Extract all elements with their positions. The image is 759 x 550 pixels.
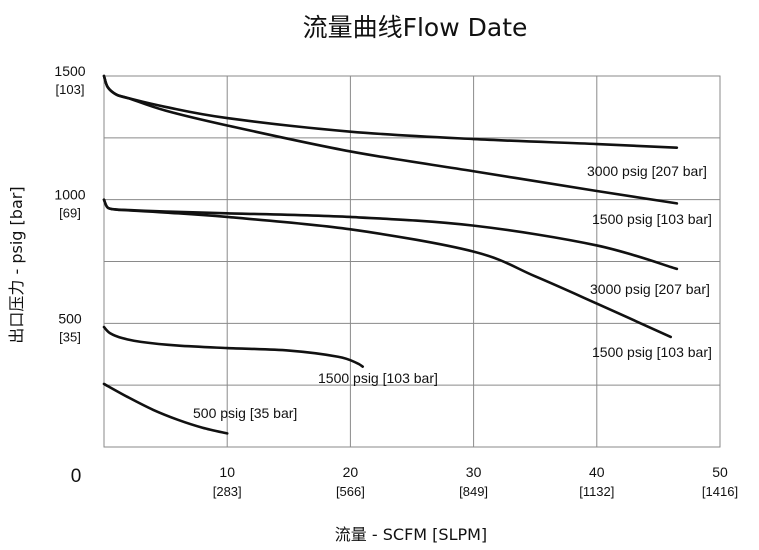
- series-label-4: 1500 psig [103 bar]: [592, 344, 712, 360]
- x-tick-sublabel: [566]: [336, 484, 365, 499]
- x-tick-label: 50: [712, 464, 728, 480]
- series-label-5: 1500 psig [103 bar]: [318, 370, 438, 386]
- x-tick-sublabel: [283]: [213, 484, 242, 499]
- chart-title: 流量曲线Flow Date: [303, 13, 528, 42]
- y-tick-label: 500: [58, 310, 82, 326]
- series-line-2: [102, 74, 679, 205]
- y-tick-sublabel: [103]: [56, 82, 85, 97]
- x-tick-label: 30: [466, 464, 482, 480]
- curves: [102, 74, 679, 435]
- x-tick-label: 40: [589, 464, 605, 480]
- y-axis-label: 出口压力 - psig [bar]: [7, 186, 26, 343]
- series-label-6: 500 psig [35 bar]: [193, 405, 297, 421]
- x-tick-sublabel: [1132]: [579, 484, 614, 499]
- grid: [103, 75, 721, 448]
- series-line-4: [102, 198, 673, 339]
- origin-label: 0: [71, 466, 82, 487]
- curve-labels: 3000 psig [207 bar] 1500 psig [103 bar] 30…: [193, 163, 712, 421]
- series-line-1: [102, 74, 679, 150]
- x-axis-label: 流量 - SCFM [SLPM]: [335, 525, 487, 544]
- series-line-6: [102, 382, 229, 435]
- y-tick-label: 1500: [54, 63, 85, 79]
- y-tick-sublabel: [35]: [59, 329, 81, 344]
- series-line-5: [102, 325, 365, 368]
- x-tick-sublabel: [1416]: [702, 484, 738, 499]
- y-tick-sublabel: [69]: [59, 206, 81, 221]
- x-tick-sublabel: [849]: [459, 484, 488, 499]
- y-tick-label: 1000: [54, 187, 85, 203]
- series-label-2: 1500 psig [103 bar]: [592, 211, 712, 227]
- series-label-1: 3000 psig [207 bar]: [587, 163, 707, 179]
- series-label-3: 3000 psig [207 bar]: [590, 281, 710, 297]
- x-tick-label: 20: [343, 464, 359, 480]
- ticks: 10 [283] 20 [566] 30 [849] 40 [1132] 50 [1416] 150…: [54, 63, 738, 499]
- x-tick-label: 10: [219, 464, 235, 480]
